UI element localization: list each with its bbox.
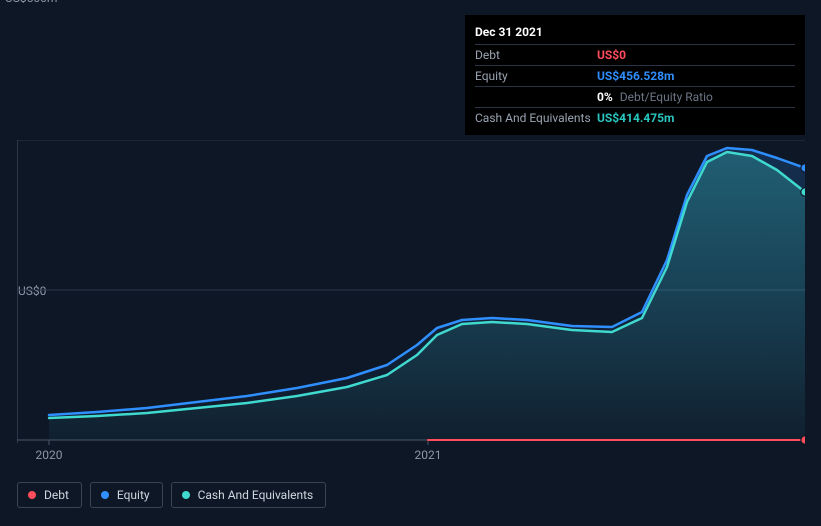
- chart-tooltip: Dec 31 2021 DebtUS$0EquityUS$456.528m0% …: [465, 15, 805, 135]
- tooltip-row: Cash And EquivalentsUS$414.475m: [475, 108, 795, 128]
- plot-area: [17, 140, 805, 440]
- legend-label-cash: Cash And Equivalents: [198, 488, 314, 502]
- tooltip-row: 0% Debt/Equity Ratio: [475, 87, 795, 108]
- tooltip-row: DebtUS$0: [475, 45, 795, 66]
- legend-dot-equity: [101, 491, 109, 499]
- tooltip-row-value: 0% Debt/Equity Ratio: [597, 90, 795, 104]
- debt-equity-chart: Dec 31 2021 DebtUS$0EquityUS$456.528m0% …: [0, 0, 821, 526]
- legend-label-debt: Debt: [44, 488, 69, 502]
- tooltip-date: Dec 31 2021: [475, 22, 795, 45]
- x-tick-2020: 2020: [36, 448, 63, 462]
- y-axis-tick-500: US$500m: [5, 0, 57, 5]
- tooltip-row: EquityUS$456.528m: [475, 66, 795, 87]
- legend-item-equity[interactable]: Equity: [90, 482, 163, 508]
- x-tick-2021: 2021: [415, 448, 442, 462]
- tooltip-row-value: US$0: [597, 48, 795, 62]
- tooltip-row-label: Equity: [475, 69, 597, 83]
- legend: Debt Equity Cash And Equivalents: [17, 482, 326, 508]
- tooltip-row-label: Debt: [475, 48, 597, 62]
- legend-dot-debt: [28, 491, 36, 499]
- legend-item-cash[interactable]: Cash And Equivalents: [171, 482, 327, 508]
- legend-item-debt[interactable]: Debt: [17, 482, 82, 508]
- tooltip-row-label: [475, 90, 597, 104]
- legend-label-equity: Equity: [117, 488, 150, 502]
- legend-dot-cash: [182, 491, 190, 499]
- tooltip-row-value: US$456.528m: [597, 69, 795, 83]
- tooltip-row-value: US$414.475m: [597, 111, 795, 125]
- tooltip-row-label: Cash And Equivalents: [475, 111, 597, 125]
- x-axis: 2020 2021: [17, 448, 805, 468]
